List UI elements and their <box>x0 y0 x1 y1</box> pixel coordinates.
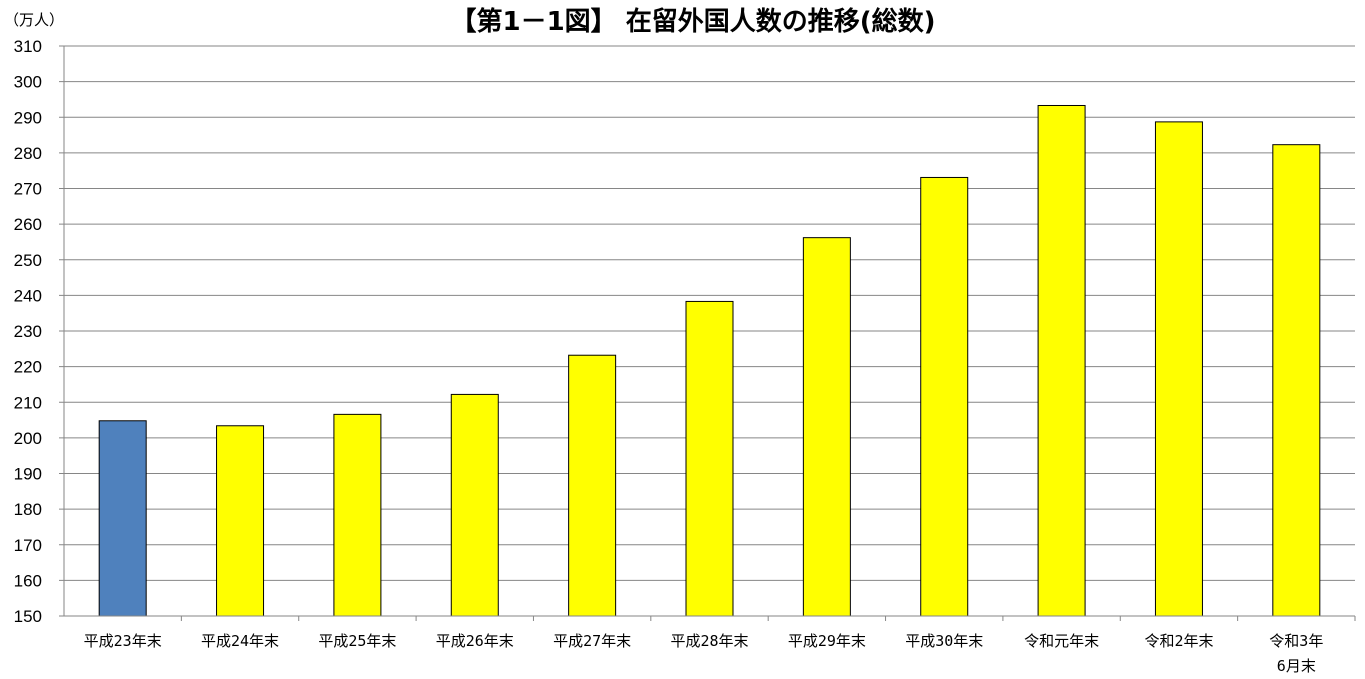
x-axis-tick-labels: 平成23年末 平成24年末 平成25年末 平成26年末 平成27年末 平成28年末 平成29… <box>84 632 1324 675</box>
y-tick-label: 220 <box>14 358 42 377</box>
y-tick-label: 170 <box>14 536 42 555</box>
bar <box>920 176 969 617</box>
y-axis-unit-label: （万人） <box>4 11 64 29</box>
x-tick-label: 令和3年 6月末 <box>1269 632 1323 675</box>
chart-title: 【第1－1図】 在留外国人数の推移(総数) <box>451 6 936 37</box>
x-tick-label: 平成29年末 <box>788 632 866 650</box>
y-tick-label: 230 <box>14 322 42 341</box>
x-tick-label: 平成30年末 <box>905 632 983 650</box>
y-tick-label: 240 <box>14 286 42 305</box>
y-tick-label: 190 <box>14 465 42 484</box>
bar <box>1272 144 1321 617</box>
x-tick-label: 令和2年末 <box>1144 632 1213 650</box>
bar <box>1154 121 1203 617</box>
y-tick-label: 160 <box>14 571 42 590</box>
y-tick-label: 200 <box>14 429 42 448</box>
x-tick-label: 平成24年末 <box>201 632 279 650</box>
x-tick-label: 平成26年末 <box>436 632 514 650</box>
y-tick-label: 180 <box>14 500 42 519</box>
y-tick-label: 260 <box>14 215 42 234</box>
y-tick-label: 300 <box>14 73 42 92</box>
bar <box>98 420 147 617</box>
bar <box>802 237 851 617</box>
y-tick-label: 290 <box>14 108 42 127</box>
bar <box>333 413 382 617</box>
x-tick-label: 令和元年末 <box>1024 632 1099 650</box>
x-tick-label: 平成25年末 <box>318 632 396 650</box>
x-tick-label: 平成28年末 <box>670 632 748 650</box>
bar <box>568 354 617 617</box>
y-tick-label: 150 <box>14 607 42 626</box>
axes <box>59 45 1356 621</box>
bar <box>1037 104 1086 617</box>
bar <box>450 393 499 617</box>
y-tick-label: 250 <box>14 251 42 270</box>
y-axis-tick-labels: 150 160 170 180 190 200 210 220 230 240 250 260 270 2… <box>14 37 42 626</box>
y-tick-label: 310 <box>14 37 42 56</box>
y-tick-label: 280 <box>14 144 42 163</box>
bar <box>685 300 734 617</box>
y-tick-label: 270 <box>14 180 42 199</box>
bars <box>98 104 1321 617</box>
y-tick-label: 210 <box>14 393 42 412</box>
x-tick-label: 平成23年末 <box>84 632 162 650</box>
bar <box>216 425 265 617</box>
x-tick-label: 平成27年末 <box>553 632 631 650</box>
